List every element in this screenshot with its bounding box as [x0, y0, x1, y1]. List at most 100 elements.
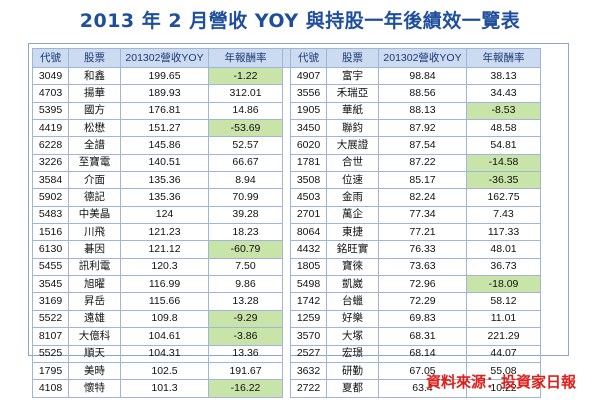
revenue-yoy-cell: 77.21: [378, 223, 467, 242]
revenue-yoy-cell: 121.23: [120, 223, 209, 242]
revenue-yoy-cell: 98.84: [378, 66, 467, 86]
annual-return-cell: 55.08: [466, 361, 541, 381]
table-row: 6228 全譜 145.86 52.57 6020 大展證 87.54 54.81: [32, 136, 541, 155]
revenue-yoy-cell: 88.13: [378, 101, 467, 121]
annual-return-cell: -1.22: [208, 66, 283, 86]
stock-code-cell: 8064: [290, 223, 327, 242]
spacer-cell: [282, 379, 291, 398]
stock-code-cell: 3508: [290, 171, 327, 190]
stock-code-cell: 1795: [32, 361, 69, 381]
stock-code-cell: 3632: [290, 361, 327, 381]
stock-name-cell: 國方: [68, 101, 121, 121]
annual-return-cell: -53.69: [208, 119, 283, 138]
header-code: 代號: [290, 48, 327, 68]
spacer-cell: [282, 102, 291, 120]
stock-name-cell: 銘旺實: [326, 240, 379, 259]
revenue-yoy-cell: 77.34: [378, 205, 467, 225]
stock-name-cell: 川飛: [68, 223, 121, 242]
revenue-yoy-cell: 151.27: [120, 119, 209, 138]
performance-table: 代號 股票 201302營收YOY 年報酬率 代號 股票 201302營收YOY…: [32, 48, 541, 398]
stock-name-cell: 東捷: [326, 223, 379, 242]
revenue-yoy-cell: 121.12: [120, 240, 209, 259]
revenue-yoy-cell: 199.65: [120, 66, 209, 86]
annual-return-cell: 312.01: [208, 84, 283, 103]
revenue-yoy-cell: 68.14: [378, 344, 467, 363]
stock-code-cell: 5902: [32, 188, 69, 207]
stock-name-cell: 聯鈞: [326, 119, 379, 138]
table-row: 1516 川飛 121.23 18.23 8064 東捷 77.21 117.33: [32, 223, 541, 242]
header-stock: 股票: [68, 48, 121, 68]
stock-name-cell: 台蠟: [326, 292, 379, 311]
revenue-yoy-cell: 124: [120, 205, 209, 225]
stock-name-cell: 大展證: [326, 136, 379, 155]
revenue-yoy-cell: 88.56: [378, 84, 467, 103]
spacer-cell: [282, 154, 291, 172]
revenue-yoy-cell: 135.36: [120, 171, 209, 190]
header-yoy: 201302營收YOY: [378, 48, 467, 68]
spacer-cell: [282, 258, 291, 276]
annual-return-cell: -16.22: [208, 379, 283, 398]
annual-return-cell: 221.29: [466, 327, 541, 346]
revenue-yoy-cell: 104.31: [120, 344, 209, 363]
stock-code-cell: 3169: [32, 292, 69, 311]
stock-name-cell: 合世: [326, 153, 379, 173]
stock-code-cell: 4703: [32, 84, 69, 103]
revenue-yoy-cell: 135.36: [120, 188, 209, 207]
spacer-cell: [282, 119, 291, 137]
stock-code-cell: 3545: [32, 275, 69, 294]
table-row: 1795 美時 102.5 191.67 3632 研勤 67.05 55.08: [32, 361, 541, 381]
revenue-yoy-cell: 109.8: [120, 309, 209, 329]
annual-return-cell: 13.28: [208, 292, 283, 311]
stock-code-cell: 6228: [32, 136, 69, 155]
annual-return-cell: 44.07: [466, 344, 541, 363]
annual-return-cell: 7.43: [466, 205, 541, 225]
stock-code-cell: 1259: [290, 309, 327, 329]
stock-name-cell: 旭曜: [68, 275, 121, 294]
annual-return-cell: 162.75: [466, 188, 541, 207]
stock-name-cell: 宏璟: [326, 344, 379, 363]
header-return: 年報酬率: [208, 48, 283, 68]
stock-code-cell: 1742: [290, 292, 327, 311]
stock-name-cell: 松懋: [68, 119, 121, 138]
table-row: 4108 懷特 101.3 -16.22 2722 夏都 63.4 10.22: [32, 379, 541, 398]
table-row: 3049 和鑫 199.65 -1.22 4907 富宇 98.84 38.13: [32, 66, 541, 86]
table-row: 5483 中美晶 124 39.28 2701 萬企 77.34 7.43: [32, 205, 541, 225]
annual-return-cell: 70.99: [208, 188, 283, 207]
header-return: 年報酬率: [466, 48, 541, 68]
revenue-yoy-cell: 87.22: [378, 153, 467, 173]
spacer-cell: [282, 206, 291, 224]
stock-name-cell: 金雨: [326, 188, 379, 207]
revenue-yoy-cell: 73.63: [378, 257, 467, 277]
table-row: 6130 碁因 121.12 -60.79 4432 銘旺實 76.33 48.01: [32, 240, 541, 259]
table-row: 3545 旭曜 116.99 9.86 5498 凱崴 72.96 -18.09: [32, 275, 541, 294]
stock-name-cell: 大億科: [68, 327, 121, 346]
table-row: 4419 松懋 151.27 -53.69 3450 聯鈞 87.92 48.58: [32, 119, 541, 138]
stock-name-cell: 夏都: [326, 379, 379, 398]
annual-return-cell: 18.23: [208, 223, 283, 242]
table-row: 3226 至寶電 140.51 66.67 1781 合世 87.22 -14.58: [32, 153, 541, 173]
stock-code-cell: 5522: [32, 309, 69, 329]
stock-name-cell: 禾瑞亞: [326, 84, 379, 103]
spacer-cell: [282, 345, 291, 363]
stock-code-cell: 5455: [32, 257, 69, 277]
stock-code-cell: 4432: [290, 240, 327, 259]
stock-name-cell: 研勤: [326, 361, 379, 381]
stock-code-cell: 2701: [290, 205, 327, 225]
annual-return-cell: 38.13: [466, 66, 541, 86]
revenue-yoy-cell: 76.33: [378, 240, 467, 259]
annual-return-cell: -60.79: [208, 240, 283, 259]
stock-code-cell: 1781: [290, 153, 327, 173]
spacer-cell: [282, 84, 291, 103]
table-row: 3169 昇岳 115.66 13.28 1742 台蠟 72.29 58.12: [32, 292, 541, 311]
stock-code-cell: 3584: [32, 171, 69, 190]
revenue-yoy-cell: 82.24: [378, 188, 467, 207]
stock-code-cell: 1805: [290, 257, 327, 277]
revenue-yoy-cell: 72.96: [378, 275, 467, 294]
stock-name-cell: 美時: [68, 361, 121, 381]
stock-name-cell: 位速: [326, 171, 379, 190]
table-row: 5902 德記 135.36 70.99 4503 金雨 82.24 162.75: [32, 188, 541, 207]
revenue-yoy-cell: 120.3: [120, 257, 209, 277]
annual-return-cell: 39.28: [208, 205, 283, 225]
annual-return-cell: 34.43: [466, 84, 541, 103]
revenue-yoy-cell: 116.99: [120, 275, 209, 294]
